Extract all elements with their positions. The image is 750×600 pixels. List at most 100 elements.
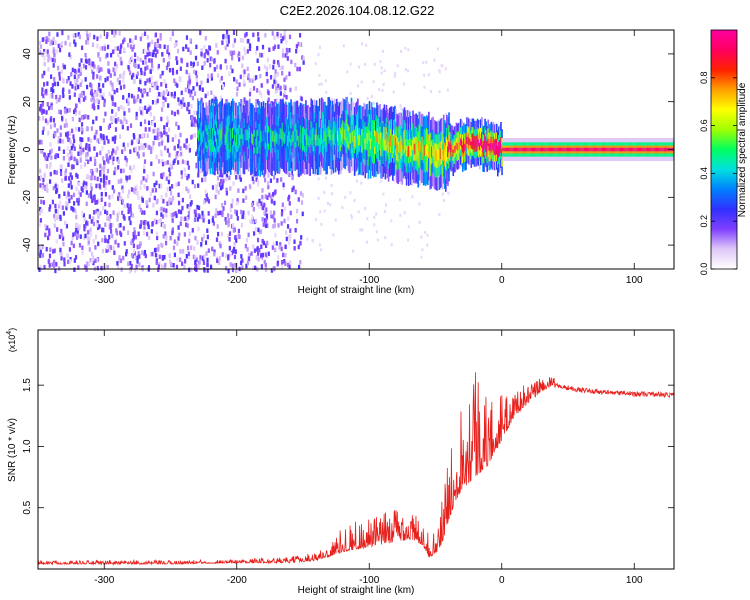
heatmap-cell — [276, 34, 279, 39]
heatmap-cell — [89, 182, 93, 188]
heatmap-cell — [193, 183, 197, 189]
heatmap-cell — [47, 54, 50, 59]
heatmap-cell — [109, 223, 112, 228]
heatmap-cell — [117, 117, 120, 122]
heatmap-cell — [109, 52, 113, 58]
heatmap-cell — [261, 252, 265, 258]
heatmap-cell — [411, 145, 413, 157]
heatmap-cell — [49, 56, 52, 62]
heatmap-cell — [238, 51, 241, 56]
heatmap-cell — [150, 149, 153, 155]
heatmap-cell — [183, 264, 186, 270]
heatmap-cell — [323, 209, 326, 213]
heatmap-cell — [424, 231, 427, 235]
heatmap-cell — [260, 244, 263, 249]
heatmap-cell — [142, 89, 146, 95]
heatmap-cell — [79, 234, 82, 239]
heatmap-cell — [82, 213, 85, 218]
heatmap-cell — [442, 143, 445, 155]
heatmap-cell — [132, 248, 136, 253]
heatmap-cell — [134, 98, 137, 104]
heatmap-cell — [82, 97, 86, 102]
heatmap-cell — [95, 152, 99, 157]
heatmap-cell — [143, 210, 146, 215]
heatmap-cell — [614, 147, 617, 152]
heatmap-cell — [167, 174, 171, 179]
heatmap-cell — [288, 131, 290, 143]
heatmap-cell — [113, 33, 116, 38]
heatmap-cell — [119, 44, 122, 50]
heatmap-cell — [295, 218, 299, 224]
heatmap-cell — [289, 260, 292, 265]
heatmap-cell — [136, 191, 139, 196]
heatmap-cell — [221, 184, 224, 190]
heatmap-cell — [65, 122, 68, 128]
heatmap-cell — [119, 56, 122, 62]
heatmap-cell — [215, 208, 218, 213]
heatmap-cell — [242, 79, 246, 84]
heatmap-cell — [393, 135, 395, 147]
heatmap-cell — [140, 67, 143, 73]
heatmap-cell — [89, 257, 92, 263]
heatmap-cell — [255, 75, 258, 80]
heatmap-cell — [123, 203, 126, 209]
heatmap-cell — [490, 141, 493, 149]
heatmap-cell — [86, 230, 90, 235]
heatmap-cell — [58, 193, 61, 199]
heatmap-cell — [193, 110, 196, 115]
heatmap-cell — [373, 101, 376, 105]
heatmap-cell — [639, 147, 641, 152]
heatmap-cell — [65, 205, 68, 211]
heatmap-cell — [186, 160, 189, 166]
heatmap-cell — [157, 247, 160, 252]
heatmap-cell — [154, 252, 158, 258]
heatmap-cell — [260, 264, 263, 269]
heatmap-cell — [126, 203, 129, 208]
heatmap-cell — [582, 147, 585, 152]
heatmap-cell — [107, 139, 110, 144]
heatmap-cell — [281, 264, 284, 270]
heatmap-cell — [164, 128, 167, 134]
heatmap-cell — [189, 92, 192, 98]
heatmap-cell — [281, 36, 285, 41]
heatmap-cell — [201, 237, 204, 242]
heatmap-cell — [420, 235, 423, 239]
heatmap-cell — [452, 149, 455, 157]
heatmap-cell — [178, 76, 182, 81]
heatmap-cell — [153, 218, 156, 224]
heatmap-cell — [537, 147, 539, 152]
heatmap-cell — [339, 100, 342, 104]
heatmap-cell — [167, 52, 171, 57]
heatmap-cell — [477, 139, 480, 147]
heatmap-cell — [270, 194, 273, 199]
heatmap-cell — [148, 197, 151, 203]
heatmap-cell — [137, 244, 140, 250]
heatmap-cell — [104, 209, 107, 215]
heatmap-cell — [312, 134, 315, 145]
heatmap-cell — [319, 134, 322, 146]
heatmap-cell — [233, 130, 235, 141]
heatmap-cell — [44, 224, 47, 229]
heatmap-cell — [235, 211, 239, 217]
heatmap-cell — [111, 222, 114, 228]
heatmap-cell — [302, 60, 305, 65]
heatmap-cell — [196, 217, 199, 222]
heatmap-cell — [63, 191, 66, 196]
heatmap-cell — [183, 102, 186, 107]
heatmap-cell — [581, 147, 584, 152]
heatmap-cell — [170, 91, 173, 97]
heatmap-cell — [117, 106, 120, 112]
heatmap-cell — [93, 210, 96, 215]
heatmap-cell — [46, 81, 49, 86]
heatmap-cell — [649, 147, 652, 152]
heatmap-cell — [167, 127, 171, 132]
heatmap-cell — [240, 254, 243, 259]
x-tick-label: -100 — [359, 575, 379, 586]
heatmap-cell — [108, 234, 111, 240]
heatmap-cell — [125, 249, 128, 254]
heatmap-cell — [305, 129, 307, 140]
heatmap-cell — [298, 134, 301, 146]
heatmap-cell — [97, 198, 100, 203]
heatmap-cell — [132, 164, 136, 170]
heatmap-cell — [241, 214, 244, 219]
